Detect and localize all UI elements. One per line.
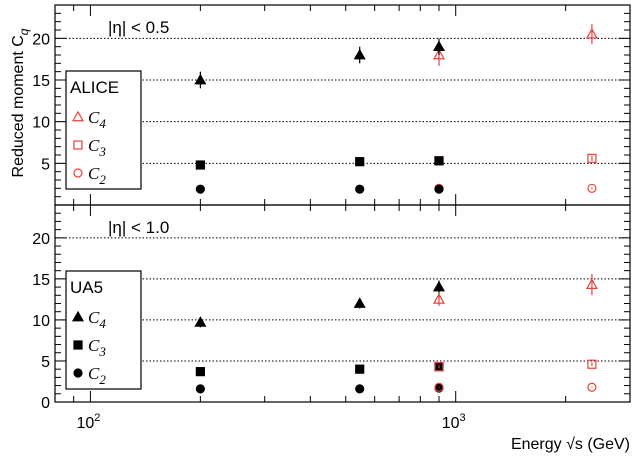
series-C2-circle-open — [434, 183, 597, 193]
legend-marker — [71, 110, 85, 122]
data-point — [434, 382, 444, 392]
data-point — [355, 157, 365, 167]
legend-label: C2 — [88, 364, 106, 387]
series-C2-circle-filled — [195, 184, 444, 194]
x-axis-label: Energy √s (GeV) — [511, 436, 630, 453]
series-C4-triangle-open — [432, 24, 598, 66]
series-C4-triangle-filled — [194, 280, 446, 328]
data-point — [585, 27, 598, 39]
legend-label: C4 — [88, 108, 106, 131]
data-point — [587, 359, 597, 369]
x-tick-label: 103 — [442, 412, 466, 432]
y-tick-label: 20 — [32, 31, 50, 48]
legend-label: C2 — [88, 164, 106, 187]
data-point — [432, 280, 446, 292]
series-C4-triangle-open — [432, 273, 598, 306]
y-tick-label: 10 — [32, 115, 50, 132]
data-point — [195, 184, 205, 194]
panel-annotation: |η| < 1.0 — [108, 218, 169, 237]
data-point — [434, 156, 444, 166]
y-axis-label: Reduced moment Cq — [10, 28, 31, 177]
legend-title: UA5 — [70, 278, 103, 297]
series-C2-circle-filled — [195, 383, 444, 394]
data-point — [434, 362, 444, 372]
series-C3-square-open — [434, 359, 597, 372]
data-point — [195, 384, 205, 394]
y-tick-label: 15 — [32, 73, 50, 90]
legend-title: ALICE — [70, 78, 119, 97]
legend-label: C3 — [88, 336, 106, 359]
legend-marker — [73, 340, 83, 350]
data-point — [434, 184, 444, 194]
y-tick-label: 5 — [41, 156, 50, 173]
y-tick-label: 15 — [32, 272, 50, 289]
data-point — [432, 293, 446, 304]
legend-label: C3 — [88, 136, 106, 159]
x-tick-labels: 102 103 — [76, 412, 465, 432]
legend-label: C4 — [88, 308, 106, 331]
data-point — [195, 367, 205, 377]
data-point — [587, 153, 597, 163]
y-tick-label: 20 — [32, 231, 50, 248]
y-tick-label: 0 — [41, 395, 50, 412]
data-point — [353, 48, 366, 60]
data-point — [355, 364, 365, 374]
data-point — [585, 278, 598, 289]
data-point — [432, 40, 446, 52]
legend-marker — [73, 368, 83, 378]
data-point — [194, 316, 207, 327]
series-C3-square-open — [434, 153, 597, 166]
data-point — [355, 184, 365, 194]
legend-alice: ALICE C4 C3 C2 — [65, 70, 142, 190]
data-point — [587, 382, 597, 392]
series-C3-square-filled — [195, 362, 444, 377]
series-C2-circle-open — [434, 382, 597, 392]
legend-marker — [71, 310, 85, 322]
legend-marker — [73, 140, 83, 150]
y-tick-label: 5 — [41, 354, 50, 371]
series-C4-triangle-filled — [194, 38, 446, 89]
data-point — [195, 160, 205, 170]
data-point — [355, 384, 365, 394]
series-C3-square-filled — [195, 156, 444, 170]
x-tick-label: 102 — [76, 412, 100, 432]
legend-marker — [73, 168, 83, 178]
data-point — [353, 297, 366, 308]
data-point — [587, 183, 597, 193]
panel-annotation: |η| < 0.5 — [108, 18, 169, 37]
legend-ua5: UA5 C4 C3 C2 — [65, 270, 142, 390]
y-tick-label: 10 — [32, 313, 50, 330]
data-point — [432, 48, 446, 60]
chart-panels: 5 10 15 20 |η| < 0.5 ALICE C4 C3 C2 0 5 10 15 20 |η| <… — [32, 4, 631, 432]
panel-bottom: 0 5 10 15 20 |η| < 1.0 UA5 C4 C3 C2 — [32, 204, 631, 412]
panel-top: 5 10 15 20 |η| < 0.5 ALICE C4 C3 C2 — [32, 4, 631, 206]
data-point — [194, 73, 207, 85]
